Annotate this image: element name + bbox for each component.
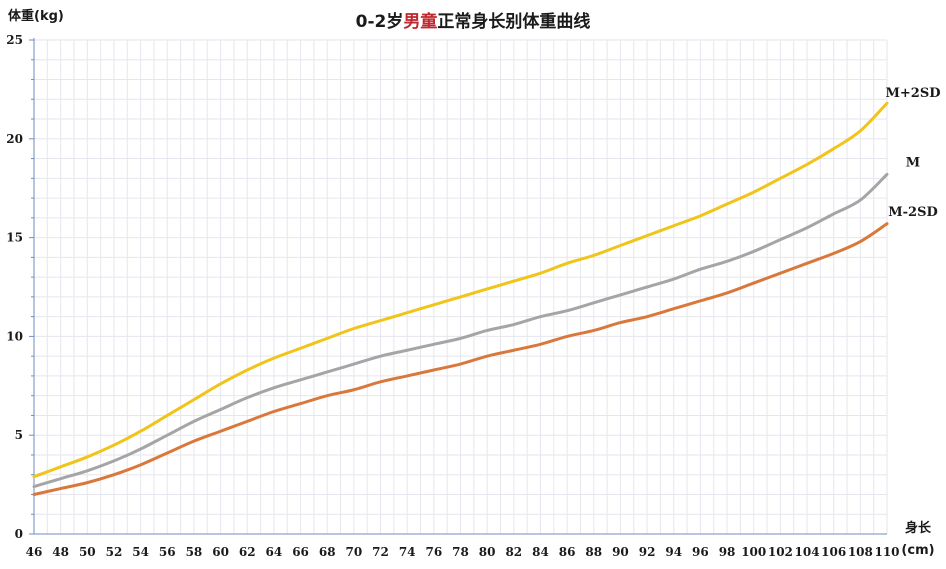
x-tick-label: 50 <box>79 545 96 559</box>
series-line-m-2sd <box>32 222 889 496</box>
x-tick-label: 94 <box>665 545 682 559</box>
series-line-m-plus-2sd <box>32 101 889 479</box>
x-tick-label: 102 <box>768 545 793 559</box>
x-tick-label: 46 <box>26 545 43 559</box>
axes <box>29 38 887 535</box>
x-tick-label: 78 <box>452 545 469 559</box>
y-tick-label: 25 <box>6 33 23 47</box>
chart-title-part-1: 0-2岁 <box>356 11 404 32</box>
x-tick-label: 106 <box>821 545 846 559</box>
x-tick-label: 54 <box>132 545 149 559</box>
x-tick-label: 64 <box>266 545 283 559</box>
x-tick-label: 60 <box>212 545 229 559</box>
chart-title-part-3: 正常身长别体重曲线 <box>437 11 590 32</box>
x-tick-label: 104 <box>795 545 820 559</box>
x-tick-label: 88 <box>585 545 602 559</box>
y-tick-label: 15 <box>6 231 23 245</box>
x-tick-label: 76 <box>425 545 442 559</box>
tick-labels: 0 5 10 15 20 25 46 48 50 52 54 56 58 60 62 64 66 68 70 72 74… <box>6 33 899 559</box>
series-labels: M+2SD M M-2SD <box>886 86 941 220</box>
x-tick-label: 62 <box>239 545 256 559</box>
chart-title: 0-2岁男童正常身长别体重曲线 <box>356 11 591 32</box>
x-tick-label: 100 <box>741 545 766 559</box>
data-series <box>32 101 889 496</box>
y-tick-label: 10 <box>6 329 23 343</box>
x-tick-label: 90 <box>612 545 629 559</box>
series-label-m: M <box>906 155 920 170</box>
x-tick-label: 80 <box>479 545 496 559</box>
x-axis-unit: (cm) <box>901 543 934 558</box>
x-tick-label: 58 <box>186 545 203 559</box>
y-tick-label: 0 <box>15 527 23 541</box>
x-tick-label: 92 <box>639 545 656 559</box>
y-axis-label: 体重(kg) <box>8 8 64 24</box>
x-tick-label: 66 <box>292 545 309 559</box>
x-tick-label: 84 <box>532 545 549 559</box>
x-tick-label: 56 <box>159 545 176 559</box>
x-tick-label: 70 <box>346 545 363 559</box>
x-tick-label: 74 <box>399 545 416 559</box>
x-axis-label: 身长 <box>905 520 932 536</box>
y-tick-label: 20 <box>6 132 23 146</box>
x-tick-label: 96 <box>692 545 709 559</box>
x-tick-label: 86 <box>559 545 576 559</box>
series-label-m-2sd: M-2SD <box>888 205 938 220</box>
x-tick-label: 48 <box>52 545 69 559</box>
x-tick-label: 82 <box>505 545 522 559</box>
grid-lines <box>34 39 888 534</box>
series-label-m-plus-2sd: M+2SD <box>886 86 941 101</box>
x-tick-label: 68 <box>319 545 336 559</box>
x-tick-label: 52 <box>106 545 123 559</box>
chart-title-highlight: 男童 <box>403 11 437 32</box>
series-line-m <box>32 172 889 489</box>
x-tick-label: 110 <box>874 545 899 559</box>
x-tick-label: 98 <box>719 545 736 559</box>
y-tick-label: 5 <box>15 428 23 442</box>
x-tick-label: 108 <box>848 545 873 559</box>
x-tick-label: 72 <box>372 545 389 559</box>
